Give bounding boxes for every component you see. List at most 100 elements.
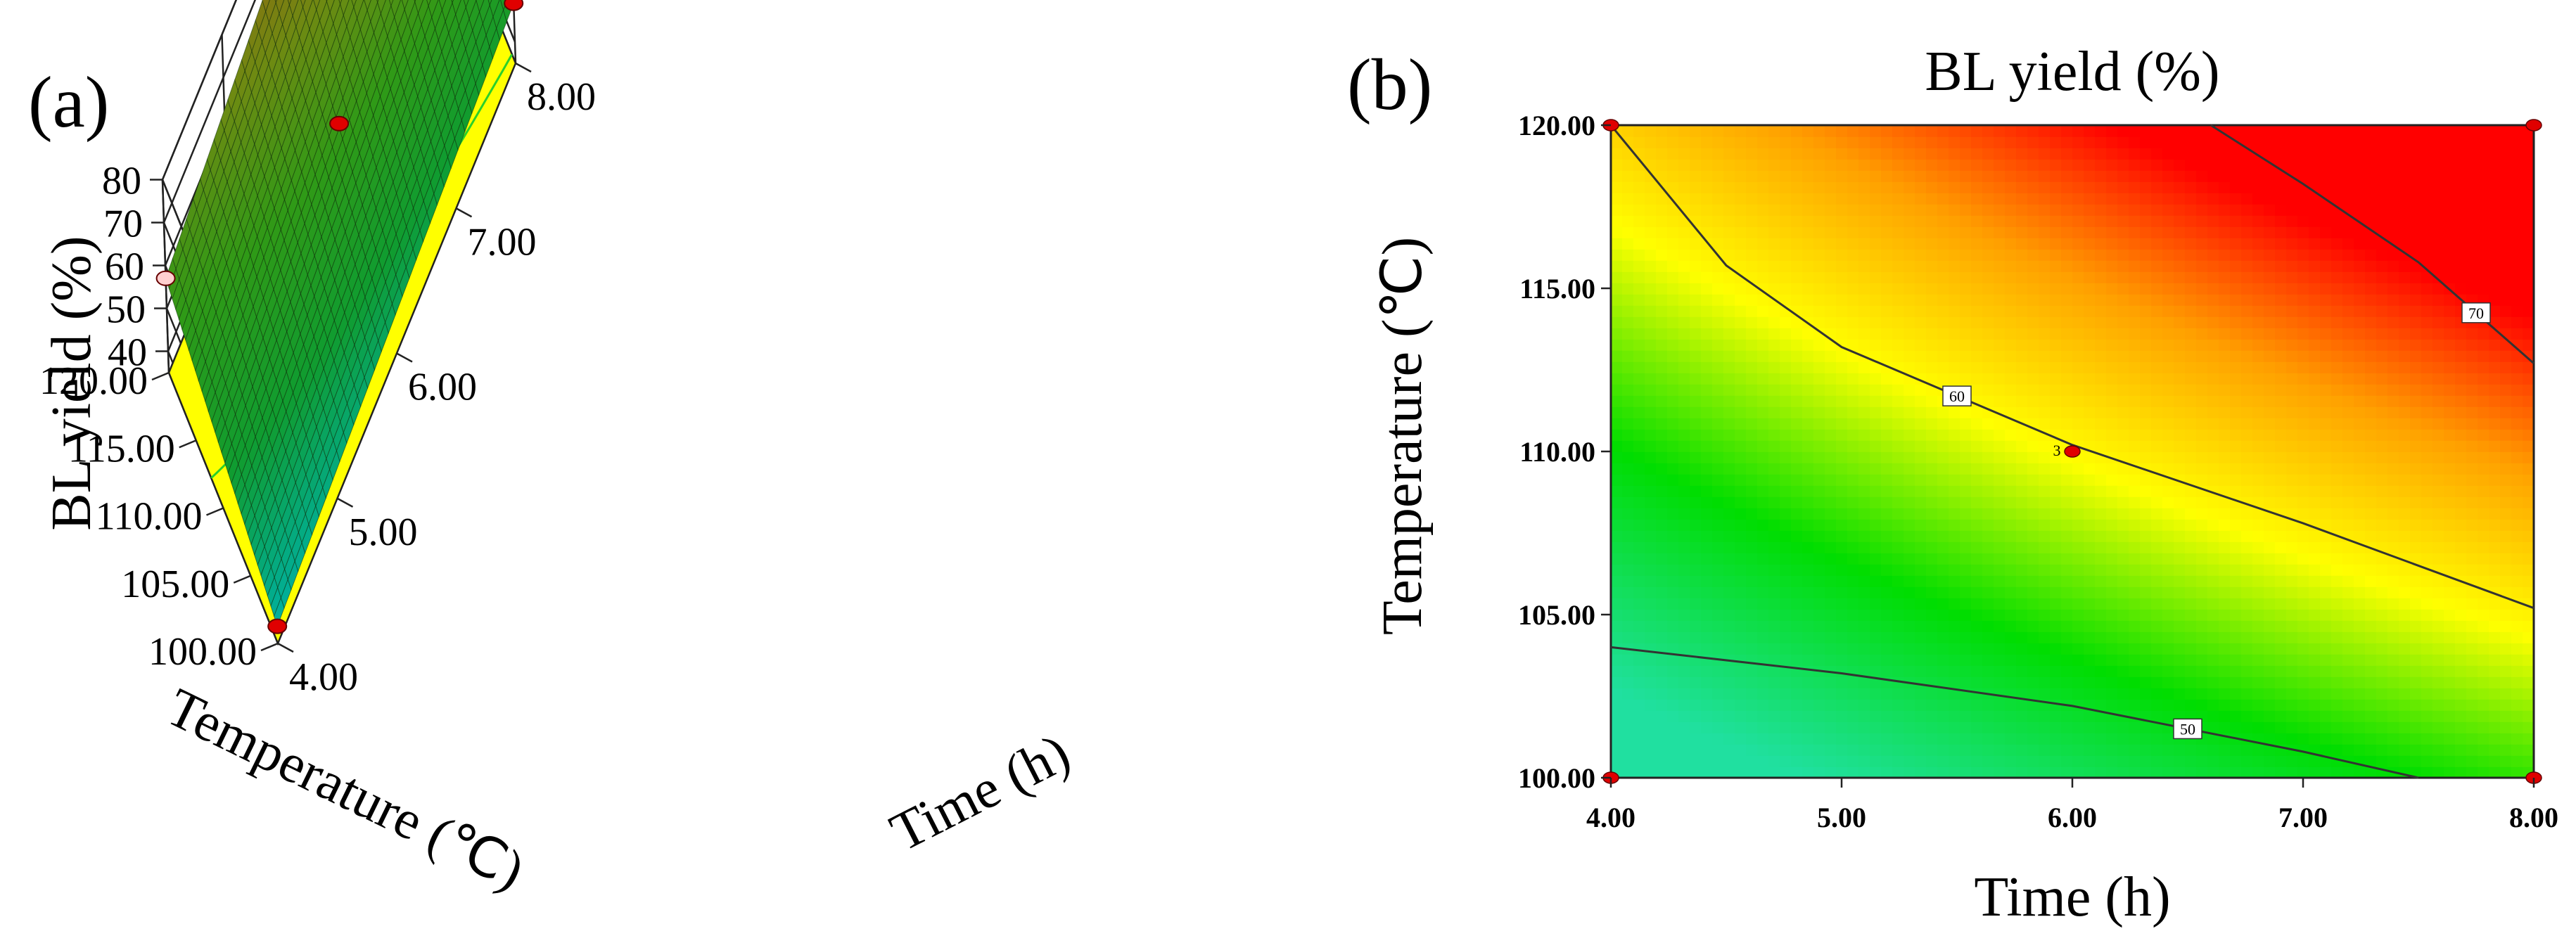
contour-cell <box>2016 395 2028 407</box>
contour-cell <box>2297 541 2309 553</box>
contour-cell <box>2309 384 2321 396</box>
contour-cell <box>2219 519 2231 531</box>
contour-cell <box>2331 665 2343 677</box>
contour-cell <box>1611 350 1623 362</box>
contour-cell <box>1802 710 1814 722</box>
contour-cell <box>1802 496 1814 508</box>
contour-cell <box>2185 249 2197 261</box>
contour-cell <box>1904 418 1915 430</box>
contour-cell <box>1690 485 1702 497</box>
contour-cell <box>2196 260 2208 272</box>
contour-cell <box>2241 159 2253 171</box>
contour-cell <box>2027 136 2039 148</box>
contour-cell <box>1836 125 1848 137</box>
contour-cell <box>1633 733 1645 745</box>
contour-cell <box>1712 665 1724 677</box>
contour-cell <box>1780 215 1792 227</box>
contour-cell <box>2162 193 2174 205</box>
contour-cell <box>1780 418 1792 430</box>
contour-cell <box>2129 384 2141 396</box>
contour-cell <box>2230 271 2242 283</box>
contour-cell <box>1701 564 1713 576</box>
contour-cell <box>1825 260 1837 272</box>
surface-facet <box>487 0 492 6</box>
contour-cell <box>1667 294 1679 306</box>
contour-cell <box>2207 609 2219 621</box>
contour-cell <box>1712 260 1724 272</box>
contour-cell <box>1611 744 1623 756</box>
surface-facet <box>492 0 504 30</box>
contour-cell <box>1757 485 1769 497</box>
contour-cell <box>1971 170 1983 182</box>
contour-cell <box>2016 451 2028 463</box>
contour-cell <box>1904 440 1915 452</box>
contour-cell <box>2061 575 2073 587</box>
contour-cell <box>2207 418 2219 430</box>
contour-cell <box>1780 283 1792 295</box>
contour-cell <box>1982 260 1994 272</box>
contour-cell <box>1701 744 1713 756</box>
contour-cell <box>2219 170 2231 182</box>
contour-cell <box>2095 384 2107 396</box>
contour-cell <box>1746 744 1758 756</box>
contour-cell <box>2050 598 2062 610</box>
contour-cell <box>1701 384 1713 396</box>
contour-cell <box>1746 463 1758 475</box>
contour-cell <box>2039 654 2051 666</box>
contour-cell <box>1645 755 1657 767</box>
contour-cell <box>1960 249 1972 261</box>
contour-cell <box>2275 226 2287 238</box>
contour-cell <box>1982 553 1994 565</box>
contour-cell <box>1791 384 1803 396</box>
contour-cell <box>1881 215 1893 227</box>
contour-cell <box>1723 620 1735 632</box>
contour-cell <box>1645 148 1657 160</box>
contour-cell <box>2252 474 2264 486</box>
contour-cell <box>2162 148 2174 160</box>
contour-cell <box>2005 541 2017 553</box>
contour-cell <box>1836 451 1848 463</box>
contour-cell <box>1994 474 2006 486</box>
surface-facet <box>326 0 335 13</box>
contour-cell <box>2331 136 2343 148</box>
contour-cell <box>2275 406 2287 418</box>
contour-cell <box>2140 305 2152 317</box>
contour-cell <box>2072 350 2084 362</box>
contour-cell <box>2140 766 2152 778</box>
contour-cell <box>2027 733 2039 745</box>
contour-cell <box>1622 305 1634 317</box>
contour-cell <box>1757 125 1769 137</box>
contour-cell <box>1780 508 1792 520</box>
contour-cell <box>1802 260 1814 272</box>
contour-cell <box>2162 564 2174 576</box>
contour-cell <box>1791 350 1803 362</box>
contour-cell <box>2016 148 2028 160</box>
contour-cell <box>1915 474 1927 486</box>
contour-cell <box>1960 586 1972 598</box>
contour-cell <box>2241 575 2253 587</box>
contour-cell <box>2061 406 2073 418</box>
contour-cell <box>1735 316 1747 328</box>
contour-cell <box>1937 361 1949 373</box>
contour-cell <box>1678 226 1690 238</box>
contour-cell <box>1926 575 1938 587</box>
contour-cell <box>1915 620 1927 632</box>
contour-cell <box>2320 553 2332 565</box>
contour-cell <box>1881 181 1893 193</box>
contour-cell <box>1926 508 1938 520</box>
contour-cell <box>1825 305 1837 317</box>
contour-cell <box>2309 496 2321 508</box>
contour-cell <box>1712 361 1724 373</box>
contour-cell <box>2174 676 2186 688</box>
contour-cell <box>2162 643 2174 655</box>
contour-cell <box>1791 181 1803 193</box>
contour-cell <box>2219 721 2231 733</box>
contour-cell <box>2264 631 2276 643</box>
contour-cell <box>1813 620 1825 632</box>
contour-cell <box>2264 136 2276 148</box>
contour-cell <box>1690 328 1702 340</box>
contour-cell <box>2309 159 2321 171</box>
contour-cell <box>1858 305 1870 317</box>
contour-cell <box>1791 451 1803 463</box>
contour-cell <box>2129 620 2141 632</box>
